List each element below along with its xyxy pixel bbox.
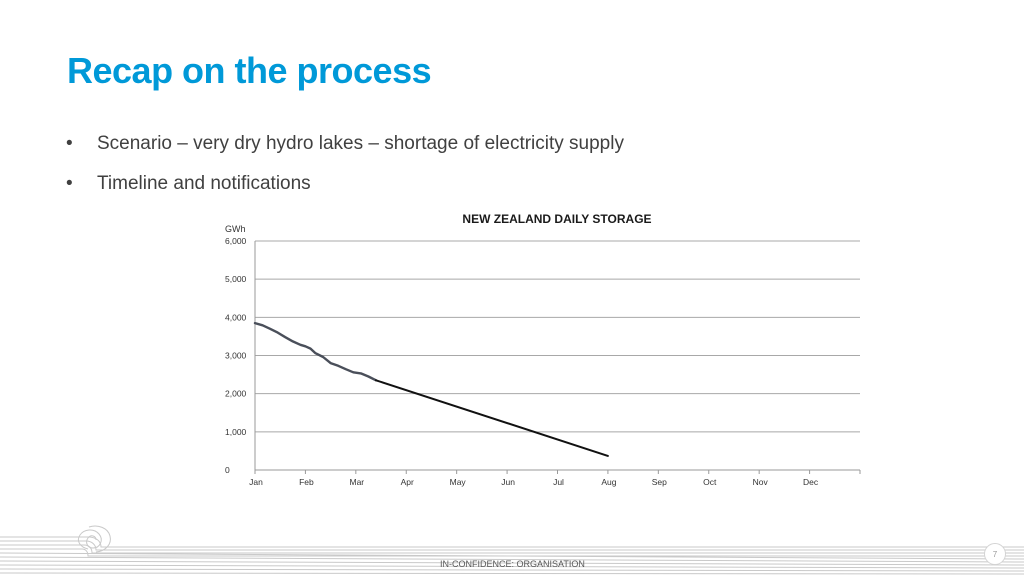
bullet-item-scenario: • Scenario – very dry hydro lakes – shor… [66, 131, 624, 171]
chart-title: NEW ZEALAND DAILY STORAGE [462, 212, 651, 226]
classification-label: IN-CONFIDENCE: ORGANISATION [440, 559, 585, 569]
y-tick-label: 0 [225, 465, 230, 475]
swirl-lines-icon [0, 525, 1024, 575]
x-tick-label: Oct [703, 477, 717, 487]
x-tick-label: Dec [803, 477, 819, 487]
projected-storage-line [375, 379, 609, 457]
x-tick-label: Nov [753, 477, 769, 487]
storage-chart: NEW ZEALAND DAILY STORAGE GWh 0 1,000 2,000 3… [200, 203, 870, 493]
y-axis-label: GWh [225, 224, 246, 234]
y-tick-label: 5,000 [225, 274, 247, 284]
y-tick-label: 4,000 [225, 312, 247, 322]
x-tick-label: Jan [249, 477, 263, 487]
page-number: 7 [984, 543, 1006, 565]
x-tick-label: Mar [350, 477, 365, 487]
bullet-item-timeline: • Timeline and notifications [66, 171, 624, 211]
x-tick-label: Jun [501, 477, 515, 487]
y-tick-label: 1,000 [225, 427, 247, 437]
page-title: Recap on the process [67, 50, 432, 91]
storage-chart-svg: NEW ZEALAND DAILY STORAGE GWh 0 1,000 2,000 3… [225, 212, 861, 487]
x-tick-label: Apr [401, 477, 414, 487]
y-tick-label: 6,000 [225, 236, 247, 246]
actual-storage-line [253, 321, 378, 382]
bullet-marker: • [66, 173, 73, 194]
x-tick-label: Jul [553, 477, 564, 487]
y-tick-label: 2,000 [225, 389, 247, 399]
x-tick-label: Feb [299, 477, 314, 487]
x-tick-label: May [450, 477, 467, 487]
x-tick-label: Sep [652, 477, 667, 487]
bullet-text: Scenario – very dry hydro lakes – shorta… [97, 133, 624, 154]
bullet-marker: • [66, 133, 73, 154]
y-tick-label: 3,000 [225, 351, 247, 361]
bullet-list: • Scenario – very dry hydro lakes – shor… [66, 131, 624, 211]
x-tick-label: Aug [601, 477, 616, 487]
bullet-text: Timeline and notifications [97, 173, 311, 194]
